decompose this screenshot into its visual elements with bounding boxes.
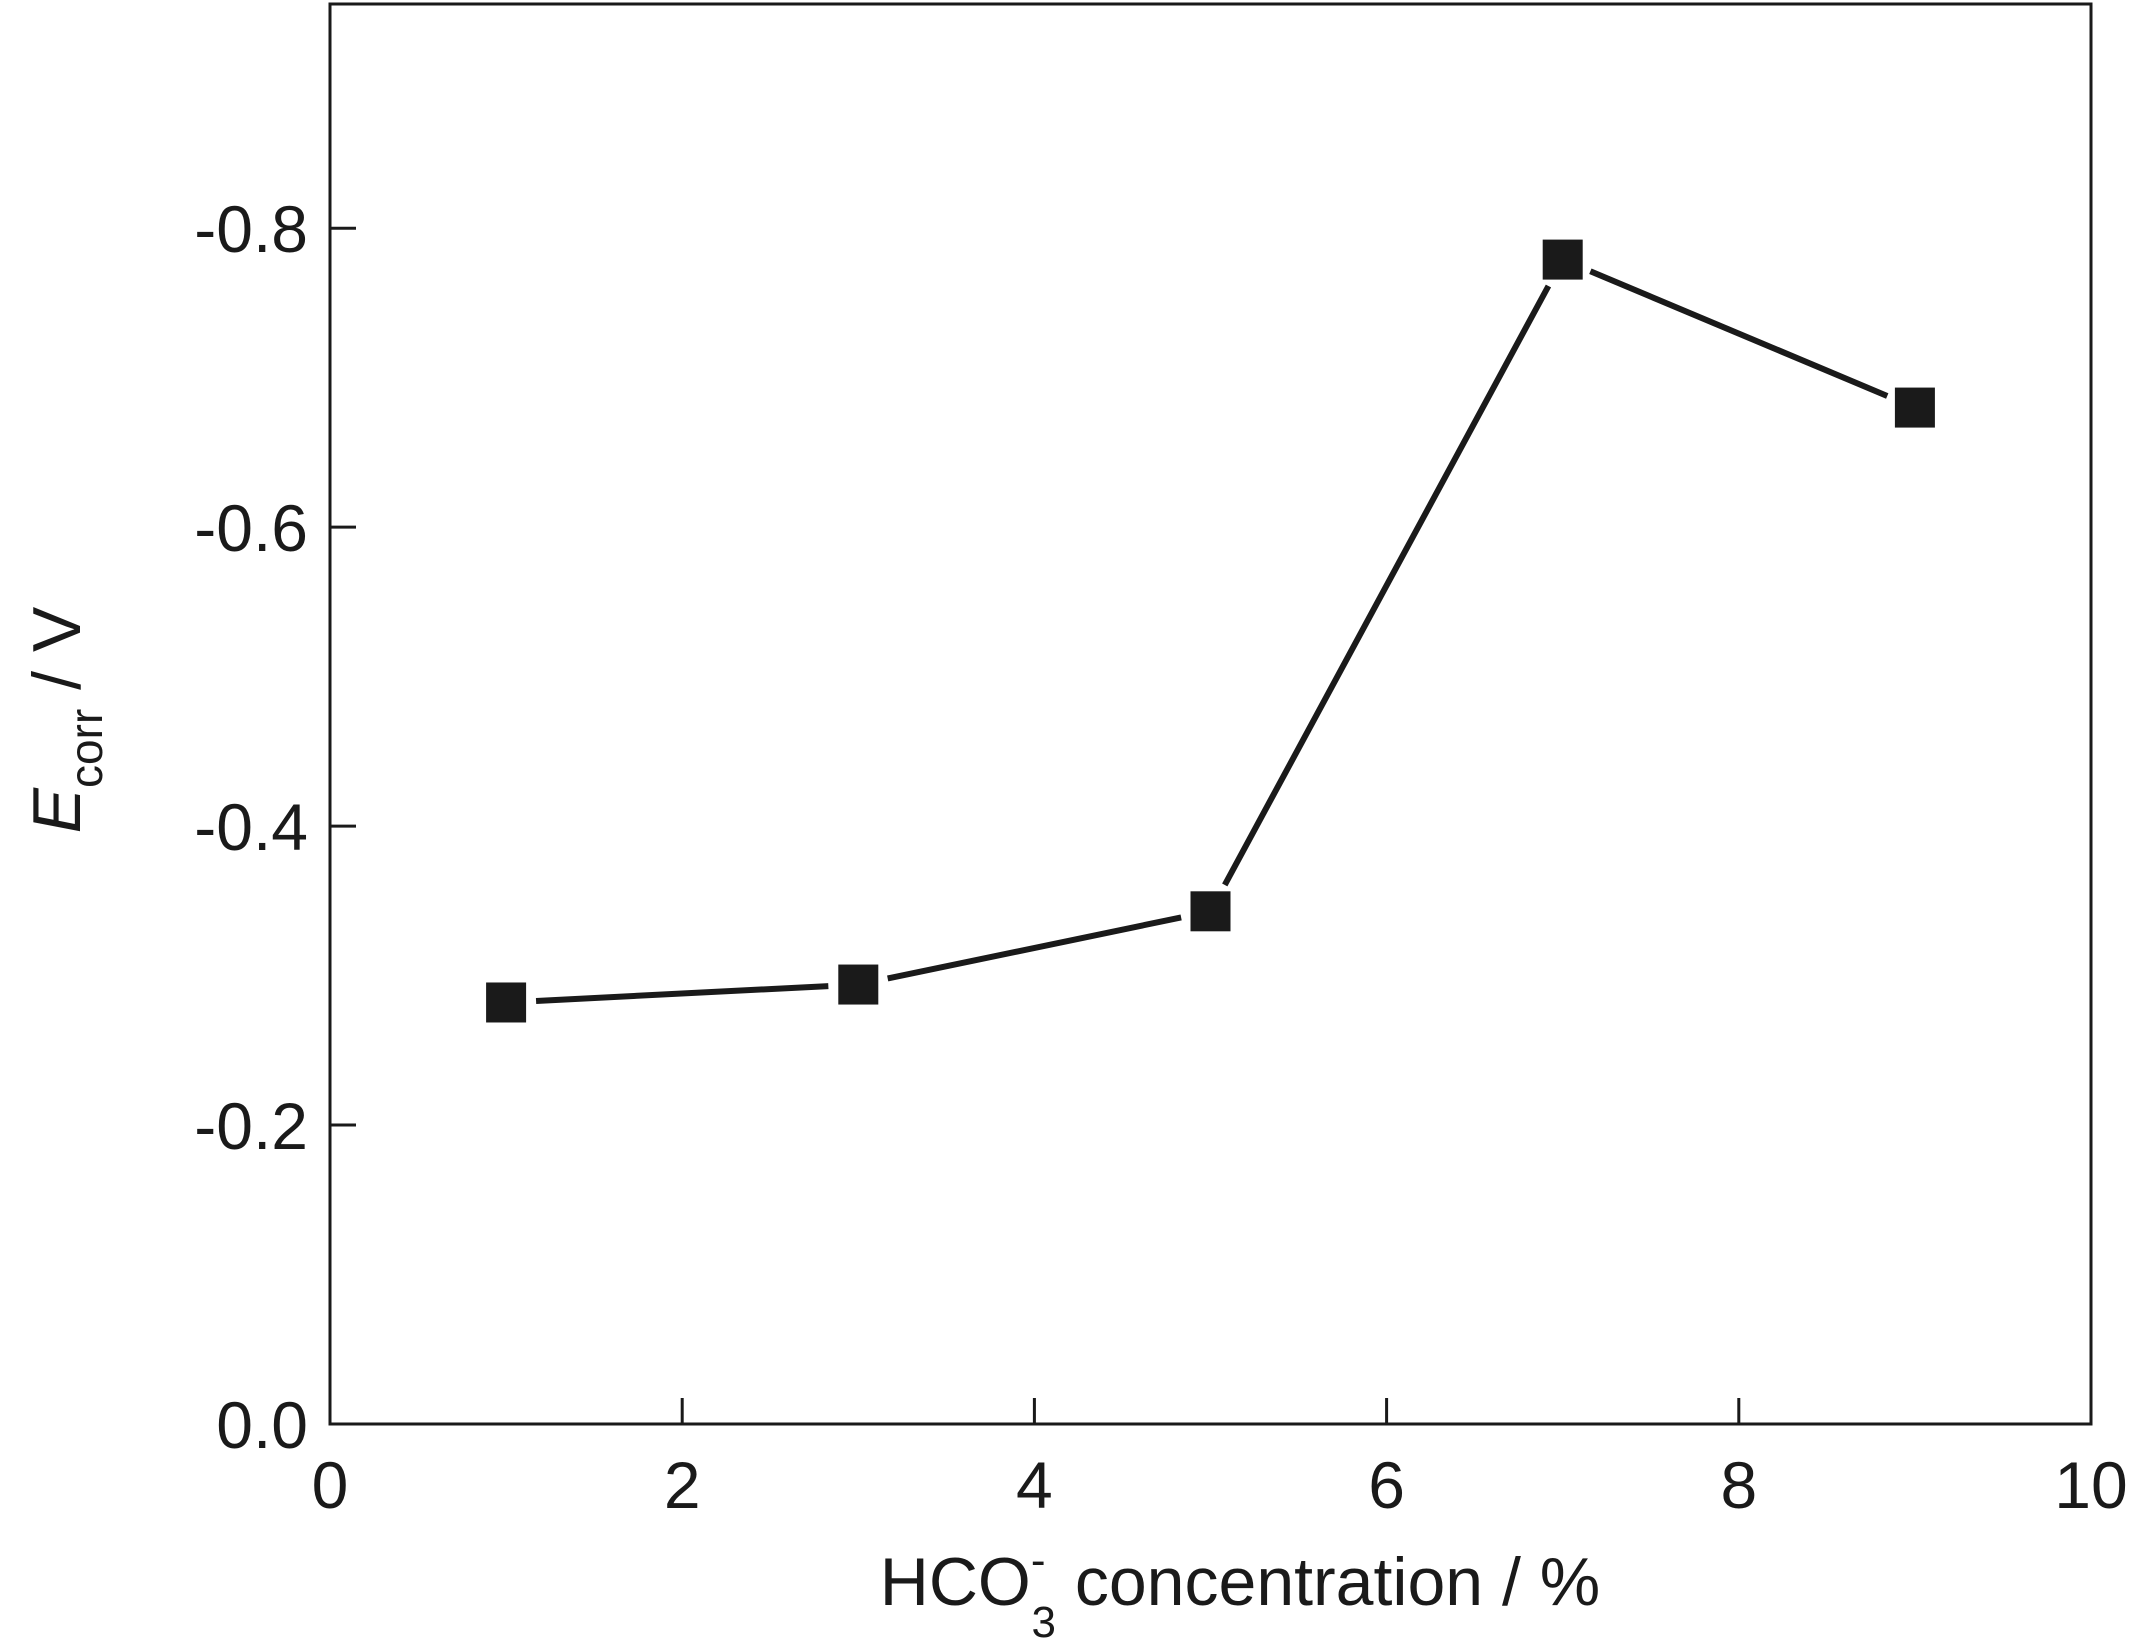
x-tick-label: 8 (1720, 1448, 1757, 1522)
series-line-segment (1589, 268, 1889, 399)
y-tick-label: -0.8 (194, 192, 308, 266)
data-point (1542, 239, 1583, 280)
data-point (1894, 387, 1935, 428)
y-tick-label: -0.6 (194, 491, 308, 565)
series-line-segment (535, 983, 829, 1004)
series-line-segment (887, 914, 1182, 982)
x-tick-label: 4 (1016, 1448, 1053, 1522)
x-axis-label: HCO-3 concentration / % (880, 1536, 1601, 1644)
y-axis-label: Ecorr / V (19, 606, 112, 833)
x-tick-label: 0 (312, 1448, 349, 1522)
data-point (1190, 891, 1231, 932)
series-line-segment (1222, 284, 1552, 887)
x-tick-label: 2 (664, 1448, 701, 1522)
y-tick-label: 0.0 (216, 1388, 308, 1462)
y-tick-label: -0.4 (194, 790, 308, 864)
y-tick-label: -0.2 (194, 1089, 308, 1163)
plot-frame (328, 2, 2093, 1426)
x-tick-label: 6 (1368, 1448, 1405, 1522)
data-point (838, 964, 879, 1005)
x-tick-label: 10 (2054, 1448, 2127, 1522)
data-point (486, 982, 527, 1023)
